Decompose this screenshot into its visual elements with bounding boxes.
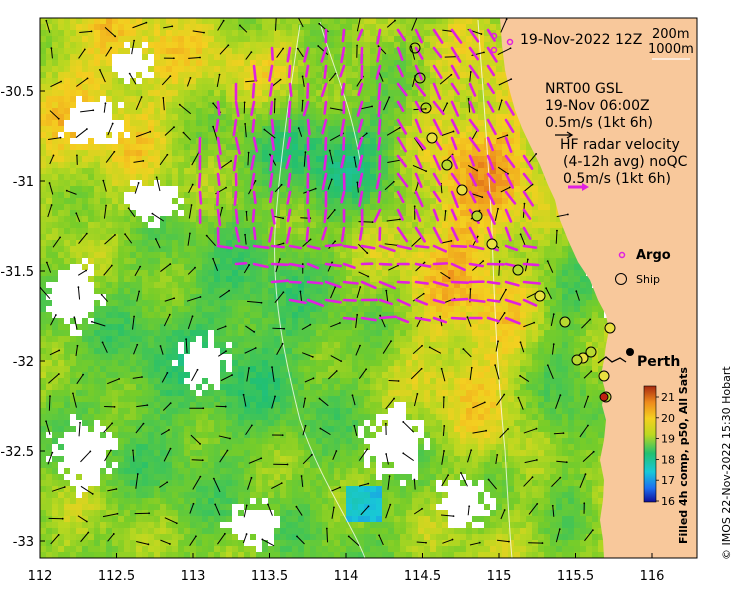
isobath-label-200: 200m	[652, 27, 689, 42]
perth-label: Perth	[637, 354, 680, 370]
x-tick-label: 115	[487, 569, 512, 584]
x-tick-label: 114.5	[404, 569, 441, 584]
x-tick-label: 112.5	[98, 569, 135, 584]
y-tick-label: -30.5	[0, 85, 34, 100]
hf-radar-arrows	[197, 28, 542, 325]
colorbar-tick-label: 20	[661, 412, 675, 425]
argo-legend: Argo	[618, 248, 671, 263]
credit-text: © IMOS 22-Nov-2022 15:30 Hobart	[720, 366, 733, 560]
x-tick-label: 115.5	[557, 569, 594, 584]
radar-label-line1: HF radar velocity	[560, 137, 680, 153]
plot-frame	[39, 17, 698, 559]
y-tick-label: -31.5	[0, 265, 34, 280]
colorbar-tick-label: 21	[661, 391, 675, 404]
ship-legend-label: Ship	[636, 273, 660, 286]
x-tick-label: 114	[334, 569, 359, 584]
perth-dot-icon	[626, 348, 634, 356]
y-tick-label: -31	[13, 175, 34, 190]
perth-marker	[597, 348, 634, 364]
radar-label-line2: (4-12h avg) noQC	[563, 154, 688, 170]
y-tick-label: -32	[13, 355, 34, 370]
x-axis: 112 112.5 113 113.5 114 114.5 115 115.5 116	[28, 553, 665, 584]
radar-scale-arrow	[568, 183, 589, 191]
colorbar-tick-label: 18	[661, 453, 675, 466]
colorbar	[643, 385, 657, 503]
x-tick-label: 113.5	[251, 569, 288, 584]
radar-label-line3: 0.5m/s (1kt 6h)	[563, 171, 671, 187]
ship-legend: Ship	[615, 273, 660, 286]
y-tick-label: -33	[13, 535, 34, 550]
colorbar-tick-label: 16	[661, 495, 675, 508]
x-tick-label: 116	[640, 569, 665, 584]
model-label-line2: 19-Nov 06:00Z	[545, 98, 650, 114]
colorbar-title: Filled 4h comp, p50, All Sats	[677, 367, 690, 544]
colorbar-tick-label: 19	[661, 433, 675, 446]
y-axis: -30.5 -31 -31.5 -32 -32.5 -33	[0, 85, 45, 550]
isobath-label-1000: 1000m	[648, 42, 694, 57]
argo-marker-icon	[618, 251, 626, 259]
ship-marker-icon	[615, 273, 627, 285]
argo-legend-label: Argo	[636, 248, 671, 263]
ship-track	[409, 32, 616, 403]
x-tick-label: 112	[28, 569, 53, 584]
model-velocity-arrows	[40, 18, 596, 547]
model-label-line1: NRT00 GSL	[545, 81, 623, 97]
colorbar-tick-label: 17	[661, 474, 675, 487]
model-label-line3: 0.5m/s (1kt 6h)	[545, 115, 653, 131]
colorbar-ticks: 21 20 19 18 17 16	[656, 391, 675, 508]
isobath-lines	[274, 19, 513, 558]
date-label: 19-Nov-2022 12Z	[520, 32, 642, 48]
x-tick-label: 113	[181, 569, 206, 584]
y-tick-label: -32.5	[0, 445, 34, 460]
model-scale-arrow	[555, 131, 574, 139]
